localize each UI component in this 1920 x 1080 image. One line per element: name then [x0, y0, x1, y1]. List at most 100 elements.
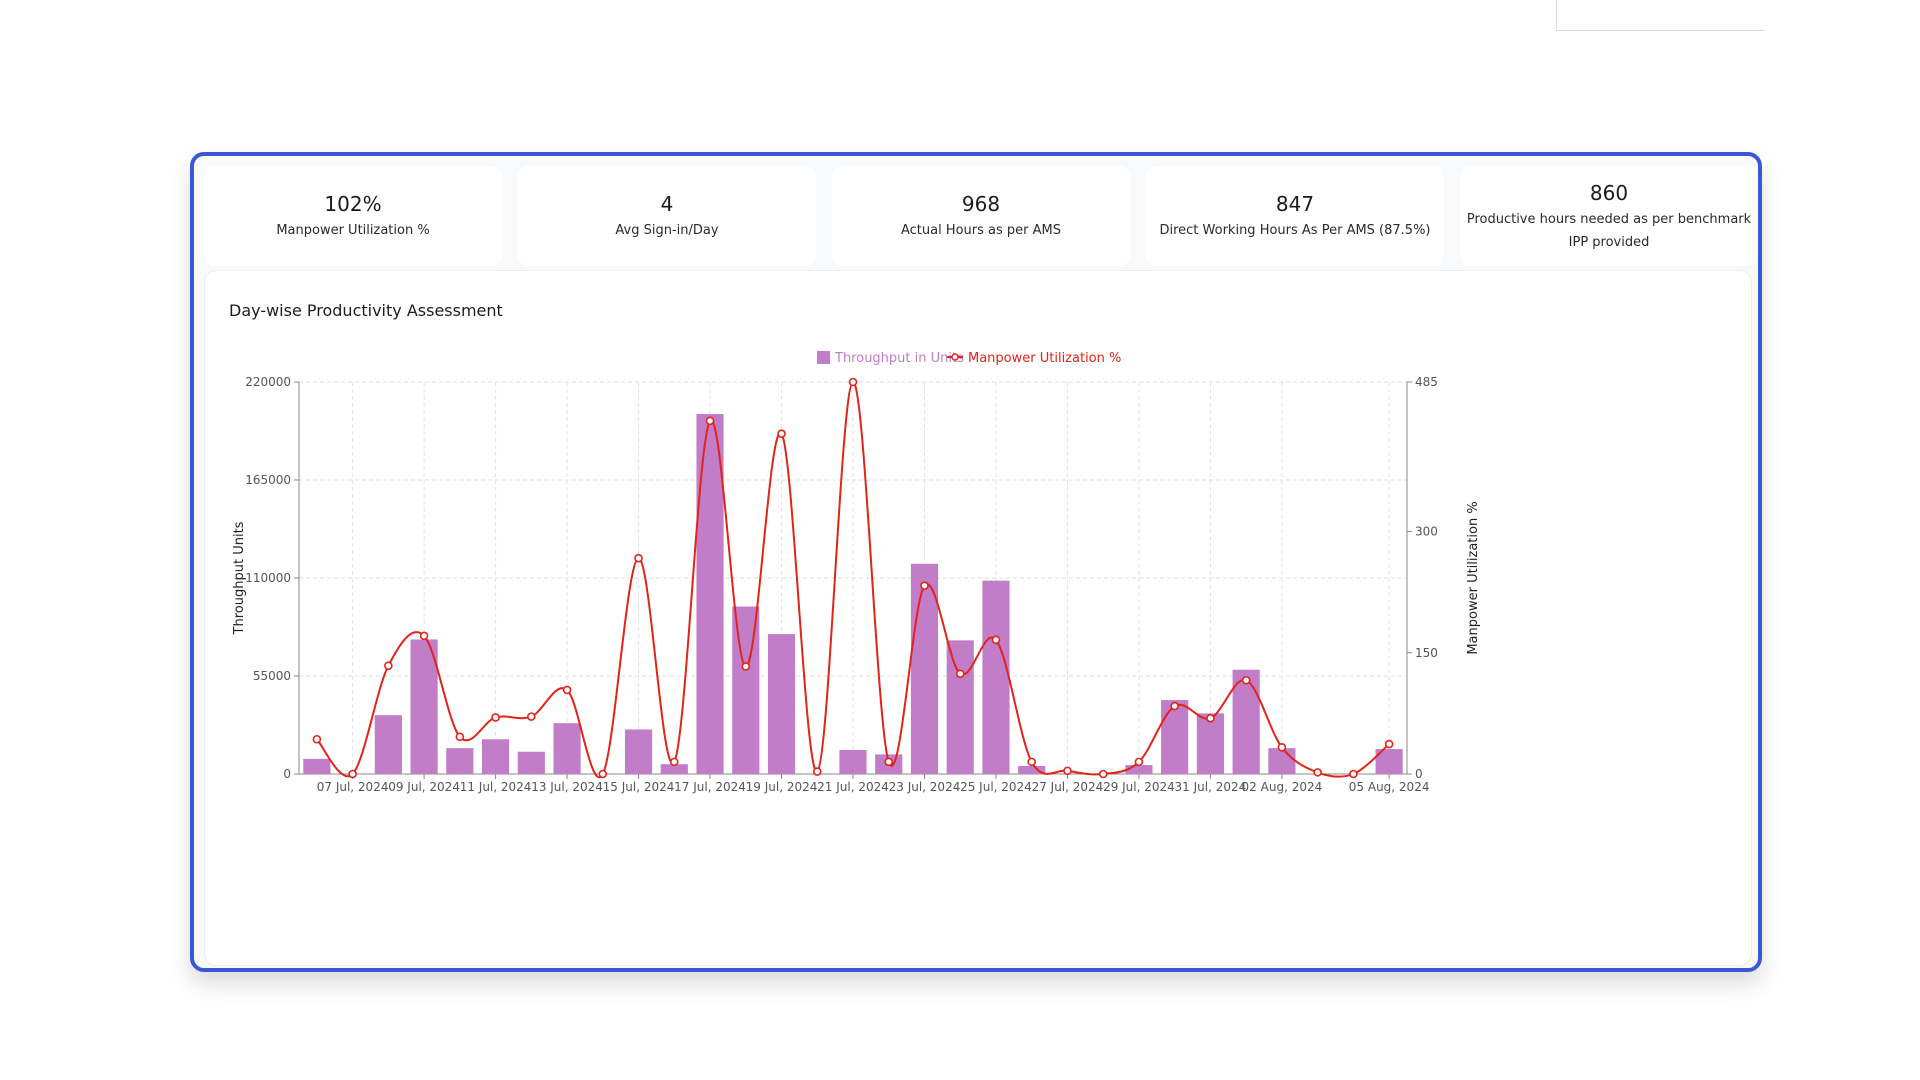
stat-value: 847	[1275, 192, 1315, 216]
stat-value: 102%	[324, 192, 382, 216]
bar-throughput-21-jul-2024	[839, 749, 867, 774]
stat-productive-hours: 860 Productive hours needed as per bench…	[1460, 166, 1758, 266]
point-utilization-26-jul-2024	[1027, 757, 1037, 767]
bar-throughput-31-jul-2024	[1196, 713, 1225, 774]
bar-throughput-26-jul-2024	[1018, 765, 1046, 774]
point-utilization-06-jul-2024	[312, 734, 322, 744]
stat-manpower-utilization: 102% Manpower Utilization %	[204, 166, 502, 266]
y2-axis-tick-label: 0	[1415, 767, 1423, 781]
y-axis-tick-label: 110000	[245, 571, 291, 585]
dashboard-card: 102% Manpower Utilization % 4 Avg Sign-i…	[190, 152, 1762, 972]
bar-throughput-11-jul-2024	[481, 739, 510, 774]
x-axis-tick-label: 23 Jul, 2024	[889, 780, 961, 794]
point-utilization-23-jul-2024	[920, 581, 929, 590]
point-utilization-12-jul-2024	[527, 712, 536, 721]
point-utilization-11-jul-2024	[491, 713, 500, 722]
point-utilization-29-jul-2024	[1134, 757, 1144, 767]
stat-direct-working-hours: 847 Direct Working Hours As Per AMS (87.…	[1146, 166, 1444, 266]
bar-throughput-06-jul-2024	[303, 758, 331, 774]
point-utilization-13-jul-2024	[562, 685, 572, 695]
x-axis-tick-label: 09 Jul, 2024	[388, 780, 460, 794]
point-utilization-25-jul-2024	[991, 635, 1001, 645]
stat-label: Avg Sign-in/Day	[615, 223, 719, 238]
bar-throughput-17-jul-2024	[696, 414, 724, 774]
productivity-chart: 0 55000 110000 165000 220000 0 150 300 485 07 Jul…	[232, 351, 1481, 794]
x-axis-tick-label: 07 Jul, 2024	[317, 780, 389, 794]
y2-axis-title: Manpower Utilization %	[1466, 501, 1481, 654]
stat-avg-sign-in: 4 Avg Sign-in/Day	[518, 166, 816, 266]
y2-axis-tick-label: 150	[1415, 646, 1438, 660]
legend-swatch-throughput	[817, 351, 830, 364]
stat-value: 860	[1589, 180, 1629, 205]
point-utilization-18-jul-2024	[741, 662, 751, 671]
stat-value: 4	[660, 192, 674, 216]
y-axis-title: Throughput Units	[232, 521, 247, 635]
x-axis-tick-label: 21 Jul, 2024	[817, 780, 889, 794]
bar-throughput-01-aug-2024	[1232, 669, 1260, 774]
stat-actual-hours: 968 Actual Hours as per AMS	[832, 166, 1130, 266]
point-utilization-02-aug-2024	[1277, 743, 1287, 752]
bar-throughput-30-jul-2024	[1161, 700, 1189, 774]
x-axis-tick-label: 27 Jul, 2024	[1032, 780, 1104, 794]
point-utilization-07-jul-2024	[348, 769, 357, 779]
point-utilization-10-jul-2024	[455, 732, 465, 742]
point-utilization-21-jul-2024	[848, 377, 858, 387]
productivity-chart-panel: Day-wise Productivity Assessment 0 55000 1…	[204, 270, 1752, 966]
bar-throughput-24-jul-2024	[946, 640, 974, 774]
x-axis-tick-label: 02 Aug, 2024	[1242, 780, 1323, 794]
point-utilization-24-jul-2024	[955, 669, 965, 679]
x-axis-tick-label: 19 Jul, 2024	[746, 780, 818, 794]
point-utilization-15-jul-2024	[634, 553, 643, 563]
point-utilization-28-jul-2024	[1098, 769, 1108, 779]
point-utilization-19-jul-2024	[777, 429, 786, 439]
chart-title: Day-wise Productivity Assessment	[229, 301, 503, 320]
y2-axis-tick-label: 485	[1415, 375, 1438, 389]
point-utilization-22-jul-2024	[884, 757, 894, 767]
bar-throughput-29-jul-2024	[1125, 765, 1153, 774]
bar-throughput-02-aug-2024	[1268, 748, 1296, 774]
point-utilization-01-aug-2024	[1241, 675, 1251, 685]
y-axis-tick-label: 165000	[245, 473, 291, 487]
bar-throughput-10-jul-2024	[446, 748, 474, 774]
x-axis-tick-label: 13 Jul, 2024	[531, 780, 603, 794]
legend-label-utilization: Manpower Utilization %	[968, 351, 1121, 366]
bar-throughput-13-jul-2024	[553, 723, 581, 774]
x-axis-tick-label: 15 Jul, 2024	[603, 780, 675, 794]
point-utilization-14-jul-2024	[598, 769, 608, 779]
stat-value: 968	[961, 192, 1001, 216]
point-utilization-09-jul-2024	[419, 631, 429, 641]
point-utilization-27-jul-2024	[1063, 766, 1072, 776]
point-utilization-04-aug-2024	[1349, 769, 1358, 779]
x-axis-tick-label: 25 Jul, 2024	[960, 780, 1032, 794]
x-axis-tick-label: 29 Jul, 2024	[1103, 780, 1175, 794]
y-axis-tick-label: 220000	[245, 375, 291, 389]
bar-throughput-25-jul-2024	[982, 580, 1010, 774]
point-utilization-20-jul-2024	[812, 767, 822, 776]
bar-throughput-09-jul-2024	[410, 639, 438, 774]
point-utilization-08-jul-2024	[384, 661, 393, 670]
bar-throughput-12-jul-2024	[517, 751, 545, 774]
bar-throughput-15-jul-2024	[624, 729, 653, 774]
stat-label: Productive hours needed as per benchmark…	[1466, 211, 1752, 250]
y-axis-tick-label: 55000	[253, 669, 291, 683]
stat-label: Manpower Utilization %	[276, 223, 430, 238]
bar-throughput-16-jul-2024	[660, 764, 688, 774]
point-utilization-30-jul-2024	[1170, 701, 1179, 711]
point-utilization-03-aug-2024	[1313, 768, 1322, 777]
point-utilization-05-aug-2024	[1384, 739, 1394, 749]
point-utilization-31-jul-2024	[1206, 713, 1215, 723]
x-axis-tick-label: 11 Jul, 2024	[460, 780, 532, 794]
stat-label: Actual Hours as per AMS	[900, 223, 1062, 238]
y-axis-tick-label: 0	[283, 767, 291, 781]
bar-throughput-08-jul-2024	[374, 715, 402, 774]
legend-swatch-utilization-marker	[951, 353, 959, 361]
stat-label: Direct Working Hours As Per AMS (87.5%)	[1159, 223, 1431, 238]
bar-throughput-19-jul-2024	[767, 634, 796, 774]
x-axis-tick-label: 31 Jul, 2024	[1175, 780, 1247, 794]
legend-label-throughput: Throughput in Units	[834, 351, 964, 366]
point-utilization-17-jul-2024	[705, 416, 715, 426]
x-axis-tick-label: 05 Aug, 2024	[1349, 780, 1430, 794]
x-axis-tick-label: 17 Jul, 2024	[674, 780, 746, 794]
y2-axis-tick-label: 300	[1415, 525, 1438, 539]
point-utilization-16-jul-2024	[669, 757, 679, 767]
